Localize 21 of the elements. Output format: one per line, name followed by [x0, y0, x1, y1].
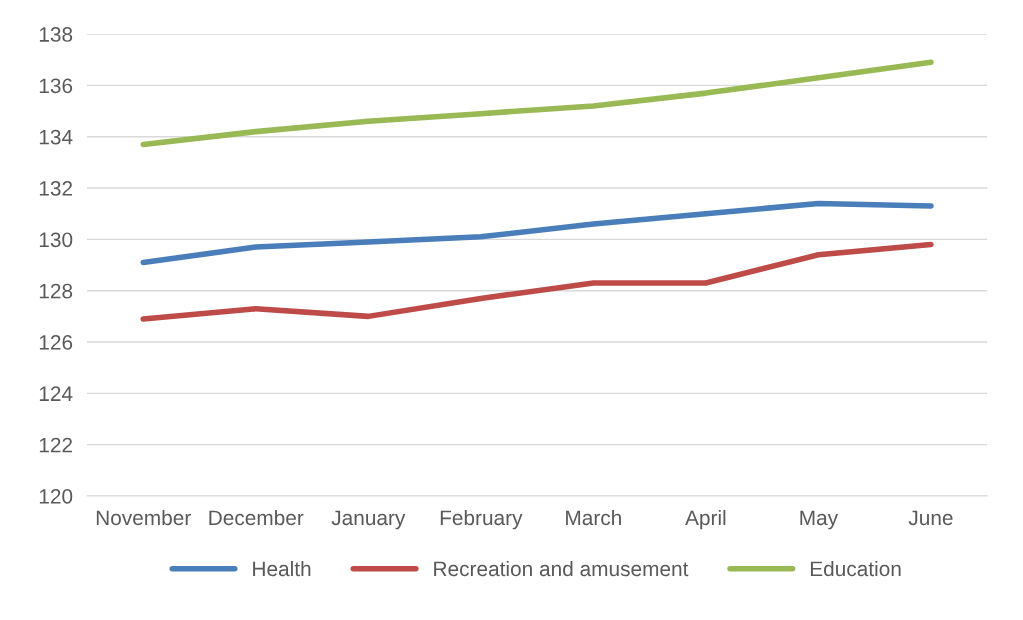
x-tick-label: March — [566, 509, 621, 526]
x-tick-label: February — [440, 509, 523, 530]
y-tick-label: 138 — [39, 27, 73, 42]
y-tick-label: 134 — [39, 129, 73, 145]
legend-label: Recreation and amusement — [434, 560, 689, 577]
y-tick-label: 120 — [39, 489, 73, 504]
x-tick-label: December — [209, 509, 304, 526]
y-tick-label: 122 — [39, 437, 73, 453]
y-tick-label: 136 — [39, 78, 73, 94]
y-tick-label: 124 — [39, 386, 73, 401]
legend-label: Education — [810, 560, 901, 577]
x-tick-label: June — [908, 510, 953, 526]
x-tick-label: January — [331, 510, 406, 530]
y-tick-label: 128 — [39, 283, 73, 299]
y-tick-label: 132 — [39, 181, 73, 196]
x-tick-label: November — [96, 509, 191, 526]
y-tick-label: 126 — [39, 335, 73, 350]
x-tick-label: May — [800, 510, 839, 530]
x-tick-label: April — [685, 509, 726, 530]
legend-label: Health — [253, 560, 311, 577]
y-tick-label: 130 — [39, 232, 73, 248]
